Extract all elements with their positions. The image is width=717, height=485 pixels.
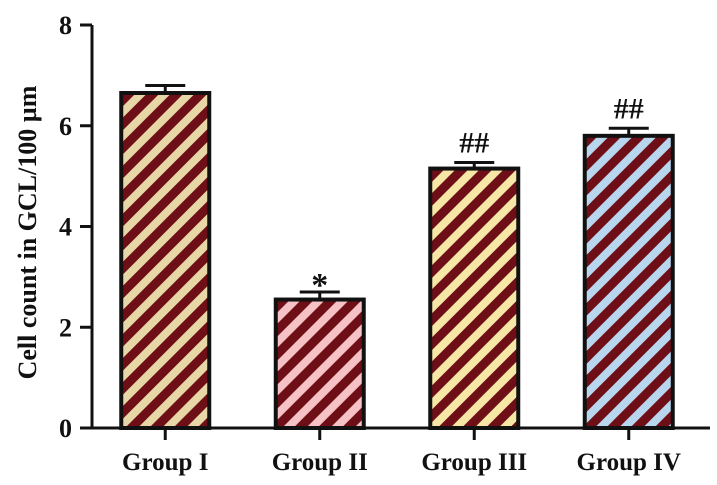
bar-group-i <box>119 91 212 430</box>
y-tick-label: 0 <box>59 414 72 443</box>
y-tick-label: 8 <box>59 11 72 40</box>
significance-annotation: * <box>311 267 328 304</box>
y-tick-label: 2 <box>59 313 72 342</box>
bar-group-ii <box>273 297 366 431</box>
bar-group-iii <box>428 166 521 430</box>
y-tick-label: 6 <box>59 112 72 141</box>
y-axis-label: Cell count in GCL/100 µm <box>13 85 42 379</box>
x-tick-label: Group II <box>272 449 368 476</box>
y-tick-label: 4 <box>59 213 72 242</box>
x-tick-label: Group III <box>421 449 527 476</box>
significance-annotation: ## <box>614 92 644 125</box>
x-tick-label: Group IV <box>577 449 681 476</box>
x-tick-label: Group I <box>122 449 208 476</box>
bar-group-iv <box>582 133 675 430</box>
significance-annotation: ## <box>459 127 489 160</box>
